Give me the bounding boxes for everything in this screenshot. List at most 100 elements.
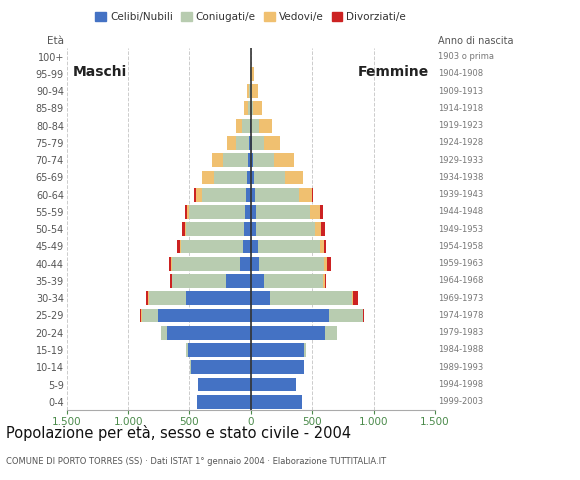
Bar: [363, 309, 364, 323]
Bar: [244, 101, 248, 115]
Bar: [351, 291, 353, 305]
Text: 1903 o prima: 1903 o prima: [438, 52, 494, 61]
Text: 1999-2003: 1999-2003: [438, 397, 483, 406]
Bar: [304, 343, 306, 357]
Text: 1934-1938: 1934-1938: [438, 173, 483, 182]
Bar: [195, 188, 202, 202]
Bar: [172, 274, 226, 288]
Bar: [251, 240, 258, 253]
Bar: [255, 188, 299, 202]
Bar: [250, 119, 251, 132]
Bar: [251, 257, 259, 271]
Bar: [251, 101, 253, 115]
Bar: [177, 240, 180, 253]
Bar: [168, 326, 251, 340]
Bar: [236, 119, 242, 132]
Bar: [246, 188, 251, 202]
Bar: [226, 274, 251, 288]
Text: 1964-1968: 1964-1968: [438, 276, 483, 286]
Text: 1909-1913: 1909-1913: [438, 87, 483, 96]
Bar: [235, 136, 249, 150]
Bar: [251, 119, 252, 132]
Bar: [251, 360, 304, 374]
Bar: [202, 188, 246, 202]
Text: Femmine: Femmine: [358, 65, 429, 79]
Bar: [264, 274, 323, 288]
Text: 1924-1928: 1924-1928: [438, 138, 483, 147]
Bar: [251, 378, 296, 391]
Bar: [252, 119, 259, 132]
Bar: [251, 84, 252, 98]
Bar: [187, 205, 190, 219]
Bar: [171, 257, 172, 271]
Text: 1989-1993: 1989-1993: [438, 363, 483, 372]
Bar: [161, 326, 168, 340]
Bar: [140, 309, 141, 323]
Bar: [285, 170, 303, 184]
Legend: Celibi/Nubili, Coniugati/e, Vedovi/e, Divorziati/e: Celibi/Nubili, Coniugati/e, Vedovi/e, Di…: [91, 8, 411, 26]
Bar: [253, 153, 274, 167]
Bar: [149, 291, 186, 305]
Bar: [240, 257, 251, 271]
Bar: [312, 188, 313, 202]
Bar: [254, 170, 285, 184]
Bar: [252, 136, 264, 150]
Bar: [320, 240, 324, 253]
Bar: [182, 222, 184, 236]
Text: 1939-1943: 1939-1943: [438, 190, 483, 199]
Bar: [244, 222, 251, 236]
Bar: [274, 153, 294, 167]
Text: 1969-1973: 1969-1973: [438, 294, 483, 303]
Bar: [251, 136, 252, 150]
Bar: [252, 67, 254, 81]
Bar: [256, 205, 310, 219]
Text: 1949-1953: 1949-1953: [438, 225, 483, 234]
Bar: [247, 170, 251, 184]
Bar: [227, 136, 235, 150]
Text: Popolazione per età, sesso e stato civile - 2004: Popolazione per età, sesso e stato civil…: [6, 425, 351, 441]
Bar: [169, 257, 171, 271]
Bar: [212, 153, 223, 167]
Bar: [320, 205, 323, 219]
Bar: [249, 136, 251, 150]
Bar: [171, 274, 172, 288]
Bar: [146, 291, 148, 305]
Bar: [223, 153, 248, 167]
Bar: [310, 205, 320, 219]
Bar: [256, 222, 316, 236]
Bar: [250, 67, 251, 81]
Bar: [190, 360, 191, 374]
Bar: [180, 240, 181, 253]
Text: 1994-1998: 1994-1998: [438, 380, 483, 389]
Bar: [325, 274, 327, 288]
Text: 1954-1958: 1954-1958: [438, 242, 483, 251]
Bar: [259, 119, 273, 132]
Text: 1919-1923: 1919-1923: [438, 121, 483, 130]
Bar: [188, 343, 251, 357]
Text: Maschi: Maschi: [73, 65, 127, 79]
Bar: [251, 222, 256, 236]
Bar: [141, 309, 142, 323]
Bar: [264, 136, 280, 150]
Bar: [158, 309, 251, 323]
Bar: [172, 257, 240, 271]
Bar: [251, 309, 329, 323]
Bar: [249, 67, 250, 81]
Bar: [202, 170, 214, 184]
Bar: [186, 343, 188, 357]
Bar: [244, 240, 251, 253]
Text: 1979-1983: 1979-1983: [438, 328, 483, 337]
Bar: [324, 240, 327, 253]
Bar: [251, 395, 302, 408]
Bar: [148, 291, 149, 305]
Text: 1904-1908: 1904-1908: [438, 70, 483, 78]
Bar: [197, 395, 251, 408]
Bar: [253, 101, 262, 115]
Text: 1929-1933: 1929-1933: [438, 156, 483, 165]
Bar: [325, 326, 337, 340]
Bar: [251, 67, 252, 81]
Text: 1974-1978: 1974-1978: [438, 311, 483, 320]
Bar: [194, 188, 195, 202]
Bar: [329, 309, 362, 323]
Text: 1959-1963: 1959-1963: [438, 259, 483, 268]
